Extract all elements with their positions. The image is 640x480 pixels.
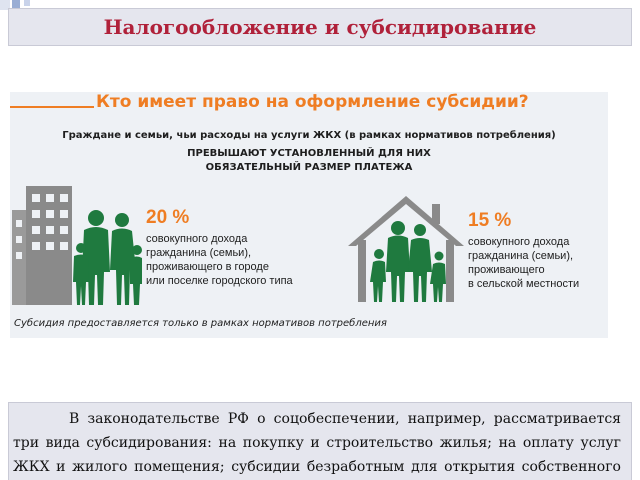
rural-description: совокупного дохода гражданина (семьи), п… [468,235,579,291]
title-accent-line [10,106,94,108]
rural-description-line: совокупного дохода [468,236,570,248]
slide-title-box: Налогообложение и субсидирование [8,8,632,46]
body-text-box: В законодательстве РФ о соцобеспечении, … [8,402,632,480]
family-icon [370,221,446,302]
rural-description-line: в сельской местности [468,278,580,290]
slide-title: Налогообложение и субсидирование [103,15,537,39]
rural-description-line: проживающего [468,264,545,276]
urban-percent: 20 % [146,207,190,228]
infographic-subtitle: Граждане и семьи, чьи расходы на услуги … [62,130,556,141]
rural-description-line: гражданина (семьи), [468,250,574,262]
infographic-subtitle-emphasis: ПРЕВЫШАЮТ УСТАНОВЛЕННЫЙ ДЛЯ НИХ [187,148,431,159]
urban-description-line: совокупного дохода [146,233,248,245]
urban-description-line: гражданина (семьи), [146,247,252,259]
subsidy-infographic: Кто имеет право на оформление субсидии? … [10,92,608,338]
infographic-subtitle-emphasis: ОБЯЗАТЕЛЬНЫЙ РАЗМЕР ПЛАТЕЖА [205,162,413,173]
family-icon [73,210,142,305]
apartment-building-icon [12,186,72,305]
city-family-illustration [12,186,142,305]
house-icon [348,196,464,302]
urban-description-line: проживающего в городе [146,261,269,273]
urban-description: совокупного дохода гражданина (семьи), п… [146,232,293,288]
corner-decoration [0,0,10,10]
urban-description-line: или поселке городского типа [146,275,293,287]
body-paragraph: В законодательстве РФ о соцобеспечении, … [13,411,621,475]
infographic-title: Кто имеет право на оформление субсидии? [96,92,529,112]
rural-percent: 15 % [468,210,512,231]
village-family-illustration [348,196,464,302]
corner-decoration [24,0,30,6]
infographic-footnote: Субсидия предоставляется только в рамках… [14,318,387,329]
corner-decoration [12,0,20,10]
